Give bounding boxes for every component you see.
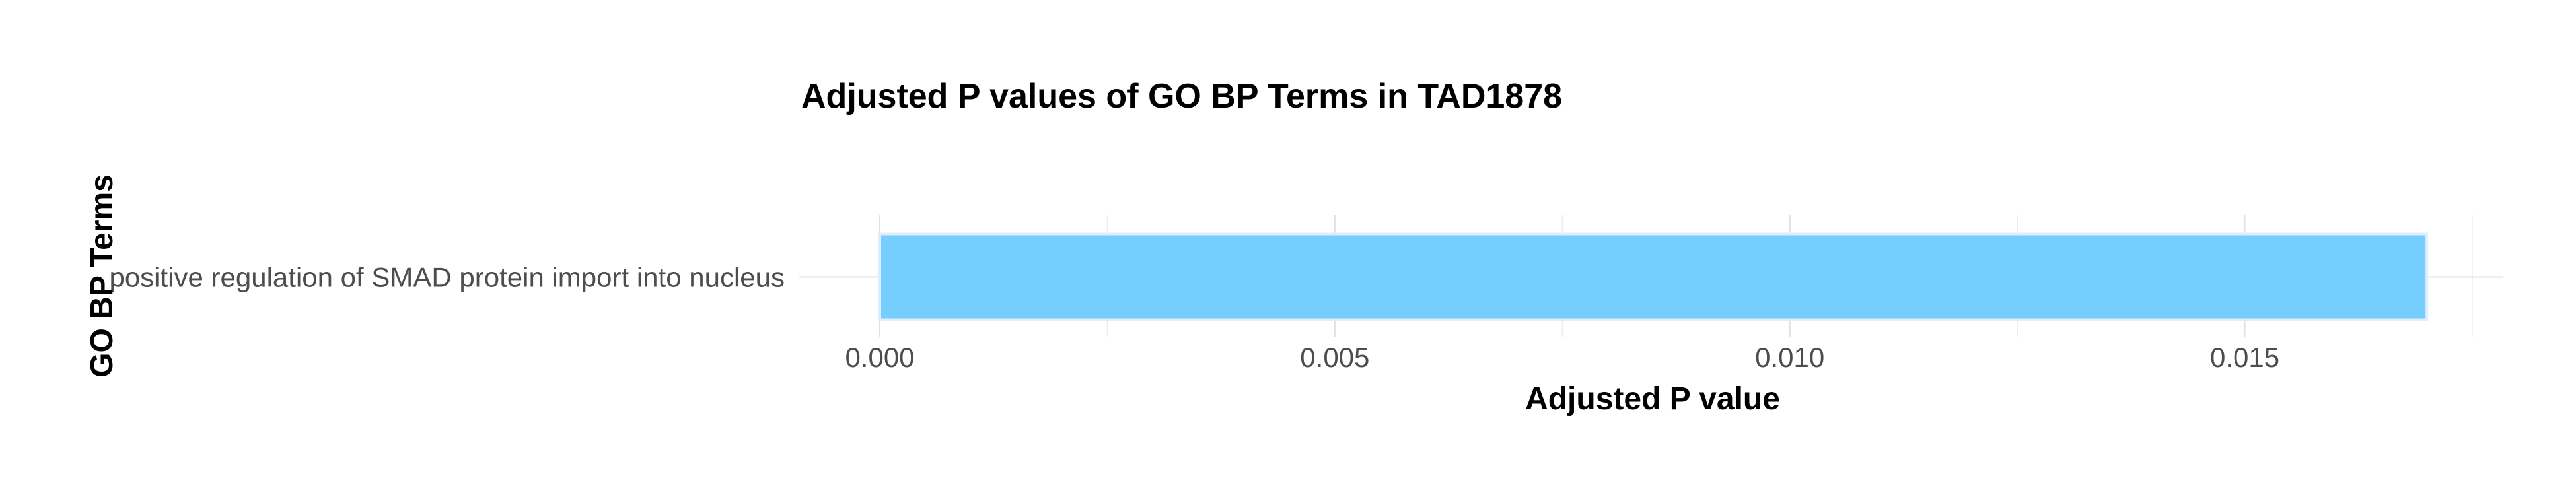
x-tick-label: 0.015 [2210,342,2279,373]
chart-title: Adjusted P values of GO BP Terms in TAD1… [801,77,1562,116]
bar [878,232,2429,321]
y-axis-title: GO BP Terms [85,174,120,378]
x-tick-label: 0.000 [845,342,914,373]
x-tick-label: 0.010 [1755,342,1824,373]
x-axis-title: Adjusted P value [1525,381,1780,416]
y-axis-categories: positive regulation of SMAD protein impo… [109,262,785,293]
x-axis-ticks: 0.000 0.005 0.010 0.015 [845,342,2279,373]
bars [878,232,2429,321]
x-tick-label: 0.005 [1300,342,1369,373]
y-category-label: positive regulation of SMAD protein impo… [109,262,785,293]
